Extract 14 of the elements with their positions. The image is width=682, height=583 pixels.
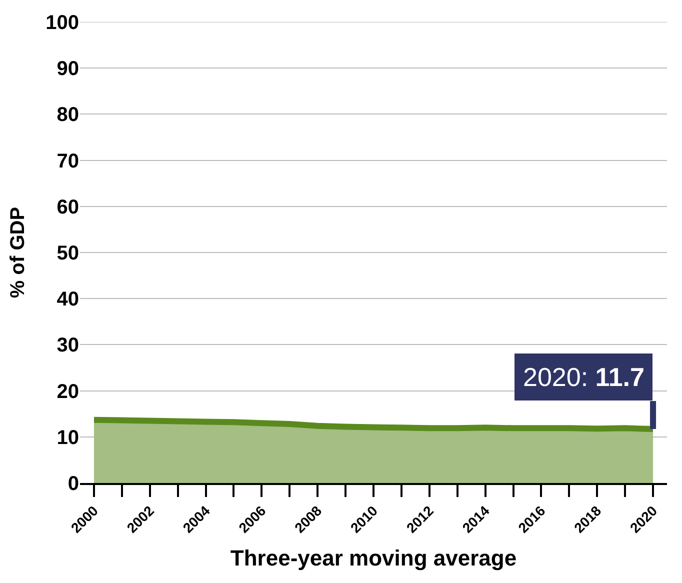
y-axis-title: % of GDP [7,206,30,298]
y-tick-label: 0 [68,473,79,495]
y-tick-label: 70 [56,150,79,172]
y-tick-label: 50 [56,242,79,264]
y-tick-label: 100 [46,12,79,34]
y-tick-label: 40 [56,288,79,311]
annotation: 2020: 11.7 [523,362,644,392]
y-tick-label: 80 [56,104,79,126]
x-axis-title: Three-year moving average [230,545,517,570]
y-tick-label: 90 [56,58,79,80]
y-tick-label: 60 [56,196,79,218]
y-tick-label: 20 [56,380,79,403]
y-tick-label: 30 [56,334,79,357]
y-tick-label: 10 [56,426,79,449]
